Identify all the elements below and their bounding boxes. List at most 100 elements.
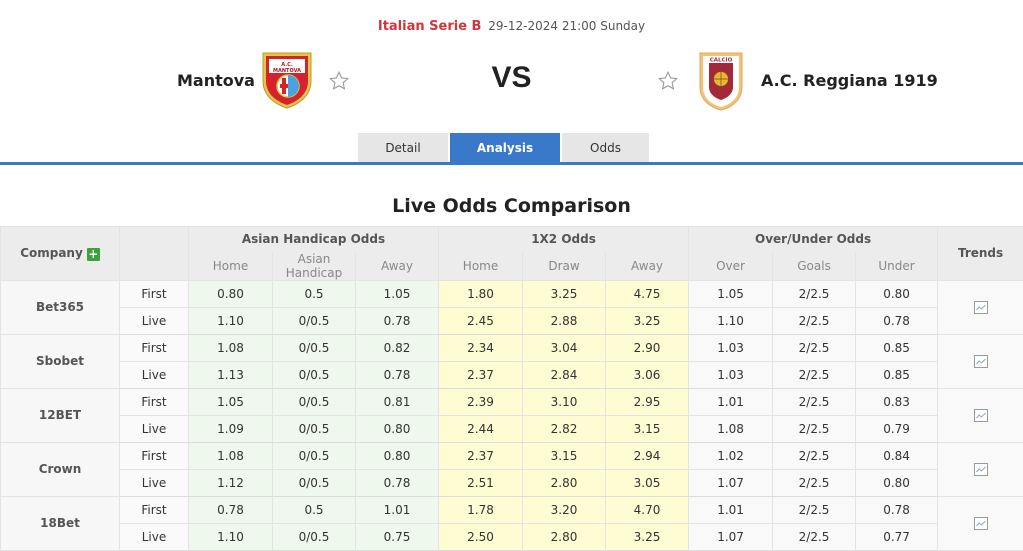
ou-over-odds[interactable]: 1.01 [688, 387, 774, 416]
ou-under-odds[interactable]: 0.78 [855, 306, 939, 335]
company-name[interactable]: 12BET [0, 387, 120, 443]
x12-home-odds[interactable]: 2.37 [438, 441, 524, 470]
ou-under-odds[interactable]: 0.85 [855, 333, 939, 362]
ou-over-odds[interactable]: 1.07 [688, 468, 774, 497]
away-team-name[interactable]: A.C. Reggiana 1919 [761, 71, 938, 90]
x12-away-odds[interactable]: 2.94 [605, 441, 690, 470]
x12-home-odds[interactable]: 2.45 [438, 306, 524, 335]
x12-home-odds[interactable]: 1.80 [438, 279, 524, 308]
tab-analysis[interactable]: Analysis [450, 133, 560, 163]
company-name[interactable]: 18Bet [0, 495, 120, 551]
ah-away-odds[interactable]: 0.78 [354, 468, 440, 497]
ah-home-odds[interactable]: 0.78 [188, 495, 273, 524]
company-name[interactable]: Bet365 [0, 279, 120, 335]
ah-away-odds[interactable]: 0.81 [354, 387, 440, 416]
x12-draw-odds[interactable]: 3.25 [522, 279, 607, 308]
x12-draw-odds[interactable]: 3.20 [522, 495, 607, 524]
ou-goals-odds[interactable]: 2/2.5 [772, 414, 857, 443]
ou-over-odds[interactable]: 1.03 [688, 333, 774, 362]
ah-home-odds[interactable]: 1.08 [188, 333, 273, 362]
away-favorite-star-icon[interactable] [657, 70, 679, 92]
ah-handicap-odds[interactable]: 0/0.5 [272, 306, 356, 335]
add-company-plus-icon[interactable]: + [86, 246, 100, 261]
ou-over-odds[interactable]: 1.02 [688, 441, 774, 470]
x12-away-odds[interactable]: 4.75 [605, 279, 690, 308]
tab-odds[interactable]: Odds [562, 133, 649, 163]
ou-over-odds[interactable]: 1.05 [688, 279, 774, 308]
ah-away-odds[interactable]: 0.78 [354, 360, 440, 389]
tab-detail[interactable]: Detail [358, 133, 448, 163]
ah-handicap-odds[interactable]: 0.5 [272, 495, 356, 524]
x12-away-odds[interactable]: 4.70 [605, 495, 690, 524]
ah-away-odds[interactable]: 0.75 [354, 522, 440, 551]
ou-goals-odds[interactable]: 2/2.5 [772, 495, 857, 524]
ou-goals-odds[interactable]: 2/2.5 [772, 333, 857, 362]
ou-over-odds[interactable]: 1.03 [688, 360, 774, 389]
ah-handicap-odds[interactable]: 0/0.5 [272, 441, 356, 470]
x12-home-odds[interactable]: 1.78 [438, 495, 524, 524]
x12-draw-odds[interactable]: 3.10 [522, 387, 607, 416]
ou-under-odds[interactable]: 0.77 [855, 522, 939, 551]
x12-draw-odds[interactable]: 2.80 [522, 468, 607, 497]
x12-away-odds[interactable]: 3.05 [605, 468, 690, 497]
ah-home-odds[interactable]: 0.80 [188, 279, 273, 308]
home-team-name[interactable]: Mantova [177, 71, 255, 90]
x12-home-odds[interactable]: 2.34 [438, 333, 524, 362]
ah-away-odds[interactable]: 0.80 [354, 414, 440, 443]
x12-away-odds[interactable]: 3.06 [605, 360, 690, 389]
x12-away-odds[interactable]: 2.90 [605, 333, 690, 362]
ah-handicap-odds[interactable]: 0/0.5 [272, 468, 356, 497]
ou-under-odds[interactable]: 0.80 [855, 279, 939, 308]
x12-draw-odds[interactable]: 3.04 [522, 333, 607, 362]
ah-away-odds[interactable]: 0.78 [354, 306, 440, 335]
ah-home-odds[interactable]: 1.13 [188, 360, 273, 389]
ah-handicap-odds[interactable]: 0/0.5 [272, 360, 356, 389]
ah-handicap-odds[interactable]: 0/0.5 [272, 414, 356, 443]
ah-home-odds[interactable]: 1.05 [188, 387, 273, 416]
x12-home-odds[interactable]: 2.50 [438, 522, 524, 551]
ou-over-odds[interactable]: 1.08 [688, 414, 774, 443]
ou-under-odds[interactable]: 0.78 [855, 495, 939, 524]
x12-away-odds[interactable]: 3.25 [605, 522, 690, 551]
trend-chart-icon[interactable] [973, 463, 988, 476]
ou-goals-odds[interactable]: 2/2.5 [772, 441, 857, 470]
ou-goals-odds[interactable]: 2/2.5 [772, 387, 857, 416]
x12-home-odds[interactable]: 2.39 [438, 387, 524, 416]
x12-draw-odds[interactable]: 2.88 [522, 306, 607, 335]
ah-away-odds[interactable]: 0.80 [354, 441, 440, 470]
trend-chart-icon[interactable] [973, 301, 988, 314]
ah-handicap-odds[interactable]: 0/0.5 [272, 333, 356, 362]
trend-chart-icon[interactable] [973, 517, 988, 530]
league-name[interactable]: Italian Serie B [377, 19, 482, 34]
ou-goals-odds[interactable]: 2/2.5 [772, 360, 857, 389]
ou-goals-odds[interactable]: 2/2.5 [772, 279, 857, 308]
x12-draw-odds[interactable]: 2.84 [522, 360, 607, 389]
x12-home-odds[interactable]: 2.51 [438, 468, 524, 497]
ah-home-odds[interactable]: 1.12 [188, 468, 273, 497]
x12-home-odds[interactable]: 2.37 [438, 360, 524, 389]
x12-away-odds[interactable]: 3.15 [605, 414, 690, 443]
ou-goals-odds[interactable]: 2/2.5 [772, 522, 857, 551]
ou-under-odds[interactable]: 0.84 [855, 441, 939, 470]
ah-away-odds[interactable]: 1.01 [354, 495, 440, 524]
x12-home-odds[interactable]: 2.44 [438, 414, 524, 443]
x12-draw-odds[interactable]: 2.82 [522, 414, 607, 443]
x12-draw-odds[interactable]: 3.15 [522, 441, 607, 470]
ah-handicap-odds[interactable]: 0/0.5 [272, 387, 356, 416]
ah-home-odds[interactable]: 1.08 [188, 441, 273, 470]
x12-away-odds[interactable]: 2.95 [605, 387, 690, 416]
ou-under-odds[interactable]: 0.83 [855, 387, 939, 416]
x12-draw-odds[interactable]: 2.80 [522, 522, 607, 551]
ou-goals-odds[interactable]: 2/2.5 [772, 306, 857, 335]
x12-away-odds[interactable]: 3.25 [605, 306, 690, 335]
ah-home-odds[interactable]: 1.09 [188, 414, 273, 443]
ah-home-odds[interactable]: 1.10 [188, 306, 273, 335]
ah-away-odds[interactable]: 0.82 [354, 333, 440, 362]
home-favorite-star-icon[interactable] [328, 70, 350, 92]
trend-chart-icon[interactable] [973, 355, 988, 368]
ah-handicap-odds[interactable]: 0.5 [272, 279, 356, 308]
company-name[interactable]: Sbobet [0, 333, 120, 389]
company-name[interactable]: Crown [0, 441, 120, 497]
ou-goals-odds[interactable]: 2/2.5 [772, 468, 857, 497]
ah-handicap-odds[interactable]: 0/0.5 [272, 522, 356, 551]
